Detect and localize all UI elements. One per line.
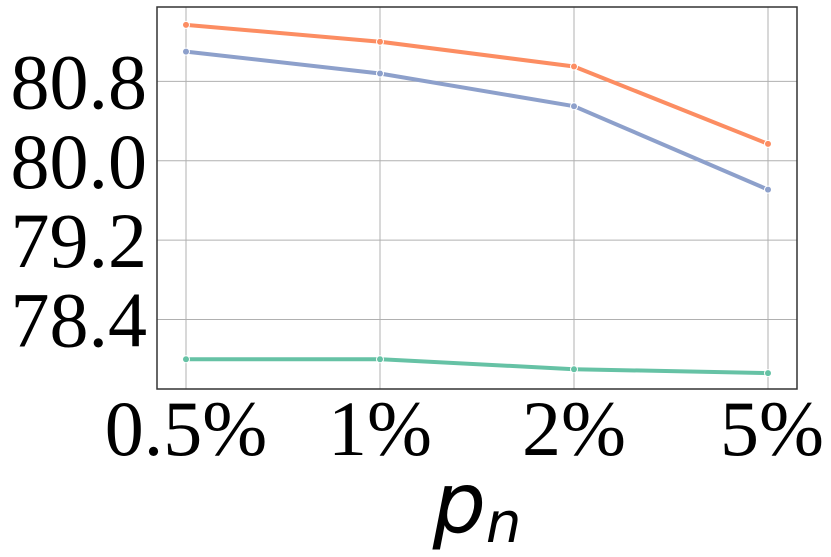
x-tick-label: 2% bbox=[522, 385, 626, 472]
x-tick-label: 1% bbox=[328, 385, 432, 472]
series-0-point-3 bbox=[764, 139, 772, 148]
series-line-1 bbox=[184, 49, 770, 192]
x-axis-label-main: p bbox=[432, 454, 486, 552]
series-0-point-0 bbox=[182, 20, 190, 29]
series-line-2 bbox=[184, 357, 770, 376]
y-tick-label: 80.8 bbox=[11, 38, 148, 125]
x-tick-labels: 0.5% 1% 2% 5% bbox=[105, 385, 824, 472]
series-0-point-1 bbox=[376, 37, 384, 46]
y-tick-label: 78.4 bbox=[11, 277, 148, 364]
plot-frame bbox=[156, 6, 798, 390]
series-layer bbox=[182, 20, 772, 378]
series-1-point-1 bbox=[376, 69, 384, 78]
series-0-point-2 bbox=[570, 62, 578, 71]
x-axis-label-subscript: n bbox=[486, 491, 522, 556]
series-1-point-2 bbox=[570, 102, 578, 111]
x-axis-label: pn bbox=[432, 454, 522, 556]
series-2-point-0 bbox=[182, 355, 190, 364]
series-2-point-1 bbox=[376, 355, 384, 364]
series-2-point-2 bbox=[570, 365, 578, 374]
grid-lines bbox=[157, 7, 797, 389]
series-1-point-3 bbox=[764, 185, 772, 194]
series-line-0 bbox=[184, 22, 770, 146]
y-tick-label: 80.0 bbox=[11, 118, 148, 205]
x-tick-label: 5% bbox=[720, 385, 824, 472]
y-tick-label: 79.2 bbox=[11, 197, 148, 284]
series-1-point-0 bbox=[182, 47, 190, 56]
y-tick-labels: 78.479.280.080.8 bbox=[11, 38, 148, 363]
series-2-point-3 bbox=[764, 369, 772, 378]
x-tick-label: 0.5% bbox=[105, 385, 267, 472]
